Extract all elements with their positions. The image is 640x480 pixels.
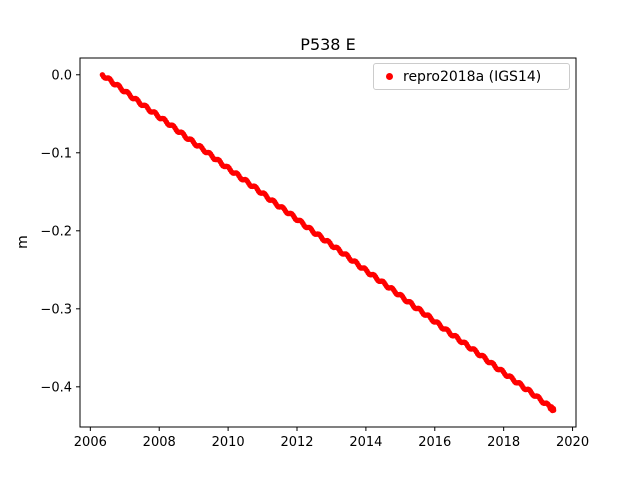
axes-frame	[79, 57, 577, 428]
y-tick-label: −0.2	[40, 224, 72, 239]
x-tick-label: 2008	[143, 435, 176, 450]
x-axis: 2006 2008 2010 2012 2014 2016 2018 2020	[74, 427, 589, 450]
legend-label: repro2018a (IGS14)	[403, 68, 542, 85]
legend: repro2018a (IGS14)	[373, 63, 570, 90]
y-axis: 0.0 −0.1 −0.2 −0.3 −0.4	[40, 68, 80, 395]
x-tick-label: 2010	[212, 435, 245, 450]
y-tick-label: −0.4	[40, 380, 72, 395]
y-tick-label: −0.1	[40, 146, 72, 161]
x-tick-label: 2016	[418, 435, 451, 450]
x-tick-label: 2006	[74, 435, 107, 450]
chart-title: P538 E	[300, 35, 356, 54]
y-tick-label: 0.0	[51, 68, 72, 83]
x-tick-label: 2020	[556, 435, 589, 450]
dot-marker-icon	[386, 73, 393, 80]
scatter-series	[99, 72, 557, 414]
y-tick-label: −0.3	[40, 302, 72, 317]
x-tick-label: 2018	[487, 435, 520, 450]
x-tick-label: 2014	[349, 435, 382, 450]
x-tick-label: 2012	[280, 435, 313, 450]
